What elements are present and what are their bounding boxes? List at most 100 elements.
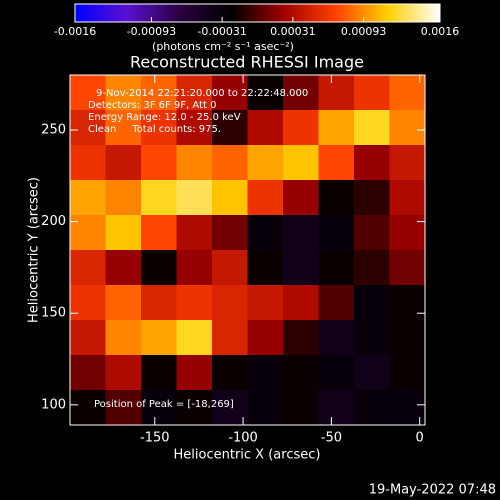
heatmap-cell — [354, 145, 390, 181]
heatmap-cell — [247, 145, 284, 181]
heatmap-cell — [283, 285, 319, 321]
colorbar-tick-label: 0.00031 — [270, 25, 316, 38]
heatmap-cell — [176, 285, 213, 321]
colorbar-tick-label: -0.00093 — [127, 25, 176, 38]
heatmap-cell — [176, 320, 213, 356]
heatmap-cell — [141, 110, 177, 146]
heatmap-cell — [70, 215, 106, 251]
heatmap-cell — [247, 110, 284, 146]
heatmap-cell — [389, 285, 426, 321]
heatmap-cell — [354, 110, 390, 146]
heatmap-cell — [141, 250, 177, 286]
heatmap-cell — [70, 145, 106, 181]
heatmap-cell — [70, 250, 106, 286]
heatmap-cell — [105, 180, 142, 216]
heatmap-cell — [212, 250, 248, 286]
heatmap-cell — [283, 180, 319, 216]
heatmap-cell — [247, 75, 284, 111]
heatmap-cell — [176, 110, 213, 146]
annotation: 9-Nov-2014 22:21:20.000 to 22:22:48.000 — [96, 88, 308, 99]
heatmap-cell — [354, 180, 390, 216]
heatmap-cell — [141, 285, 177, 321]
heatmap-cell — [283, 145, 319, 181]
plot-frame — [69, 74, 426, 426]
y-axis-label: Heliocentric Y (arcsec) — [27, 177, 42, 323]
heatmap-cell — [283, 75, 319, 111]
colorbar-label: (photons cm⁻² s⁻¹ asec⁻²) — [152, 40, 294, 53]
heatmap-cell — [283, 215, 319, 251]
heatmap-cell — [212, 355, 248, 391]
heatmap-cell — [354, 285, 390, 321]
heatmap-cell — [318, 145, 355, 181]
heatmap-cell — [105, 390, 142, 426]
heatmap-cell — [212, 145, 248, 181]
heatmap-cell — [247, 355, 284, 391]
x-tick-label: -50 — [321, 431, 342, 446]
heatmap-cell — [318, 180, 355, 216]
heatmap-cell — [389, 355, 426, 391]
colorbar-tick-label: 0.0016 — [421, 25, 460, 38]
colorbar-tick-label: 0.00093 — [341, 25, 387, 38]
heatmap-cell — [283, 355, 319, 391]
heatmap-cell — [105, 285, 142, 321]
heatmap-cell — [141, 180, 177, 216]
chart-title: Reconstructed RHESSI Image — [130, 53, 364, 72]
heatmap-cell — [176, 355, 213, 391]
timestamp: 19-May-2022 07:48 — [369, 483, 496, 498]
heatmap-cell — [247, 320, 284, 356]
colorbar-tick-label: -0.00031 — [197, 25, 246, 38]
heatmap-cell — [389, 320, 426, 356]
heatmap-cell — [105, 110, 142, 146]
heatmap-cell — [354, 355, 390, 391]
heatmap-cell — [389, 180, 426, 216]
heatmap-cell — [247, 215, 284, 251]
heatmap-cell — [318, 320, 355, 356]
heatmap-cell — [318, 355, 355, 391]
heatmap-cell — [70, 75, 106, 111]
heatmap-cell — [389, 250, 426, 286]
heatmap-cell — [354, 320, 390, 356]
colorbar-tick-label: -0.0016 — [54, 25, 96, 38]
heatmap-cell — [247, 250, 284, 286]
heatmap-cell — [283, 390, 319, 426]
heatmap-cell — [70, 180, 106, 216]
annotation: Clean Total counts: 975. — [88, 124, 221, 135]
heatmap-cell — [141, 215, 177, 251]
heatmap-cell — [141, 355, 177, 391]
heatmap-cell — [176, 215, 213, 251]
colorbar — [74, 3, 441, 23]
heatmap-cell — [212, 320, 248, 356]
heatmap-cell — [70, 355, 106, 391]
annotation: Detectors: 3F 6F 9F, Att 0 — [88, 100, 216, 111]
y-tick-label: 100 — [41, 397, 66, 412]
heatmap-cell — [141, 145, 177, 181]
heatmap-cell — [318, 110, 355, 146]
x-tick-label: -150 — [140, 431, 170, 446]
heatmap-cell — [105, 145, 142, 181]
heatmap-cell — [141, 320, 177, 356]
heatmap-cell — [318, 285, 355, 321]
heatmap-cell — [70, 390, 106, 426]
heatmap-cell — [105, 215, 142, 251]
heatmap-cell — [247, 180, 284, 216]
heatmap-cell — [141, 75, 177, 111]
peak-annotation: Position of Peak = [-18,269] — [94, 399, 234, 410]
heatmap-cell — [212, 75, 248, 111]
y-tick-label: 200 — [41, 214, 66, 229]
y-tick-label: 250 — [41, 122, 66, 137]
heatmap-cell — [318, 390, 355, 426]
heatmap-cell — [283, 320, 319, 356]
heatmap-cell — [354, 75, 390, 111]
heatmap-cell — [70, 110, 106, 146]
annotation: Energy Range: 12.0 - 25.0 keV — [88, 112, 241, 123]
heatmap-cell — [389, 215, 426, 251]
heatmap-cell — [318, 75, 355, 111]
heatmap-cell — [70, 320, 106, 356]
heatmap-cell — [105, 250, 142, 286]
y-tick-label: 150 — [41, 306, 66, 321]
x-tick-label: -100 — [228, 431, 258, 446]
heatmap-cell — [176, 75, 213, 111]
heatmap-cell — [247, 390, 284, 426]
heatmap-cell — [212, 390, 248, 426]
